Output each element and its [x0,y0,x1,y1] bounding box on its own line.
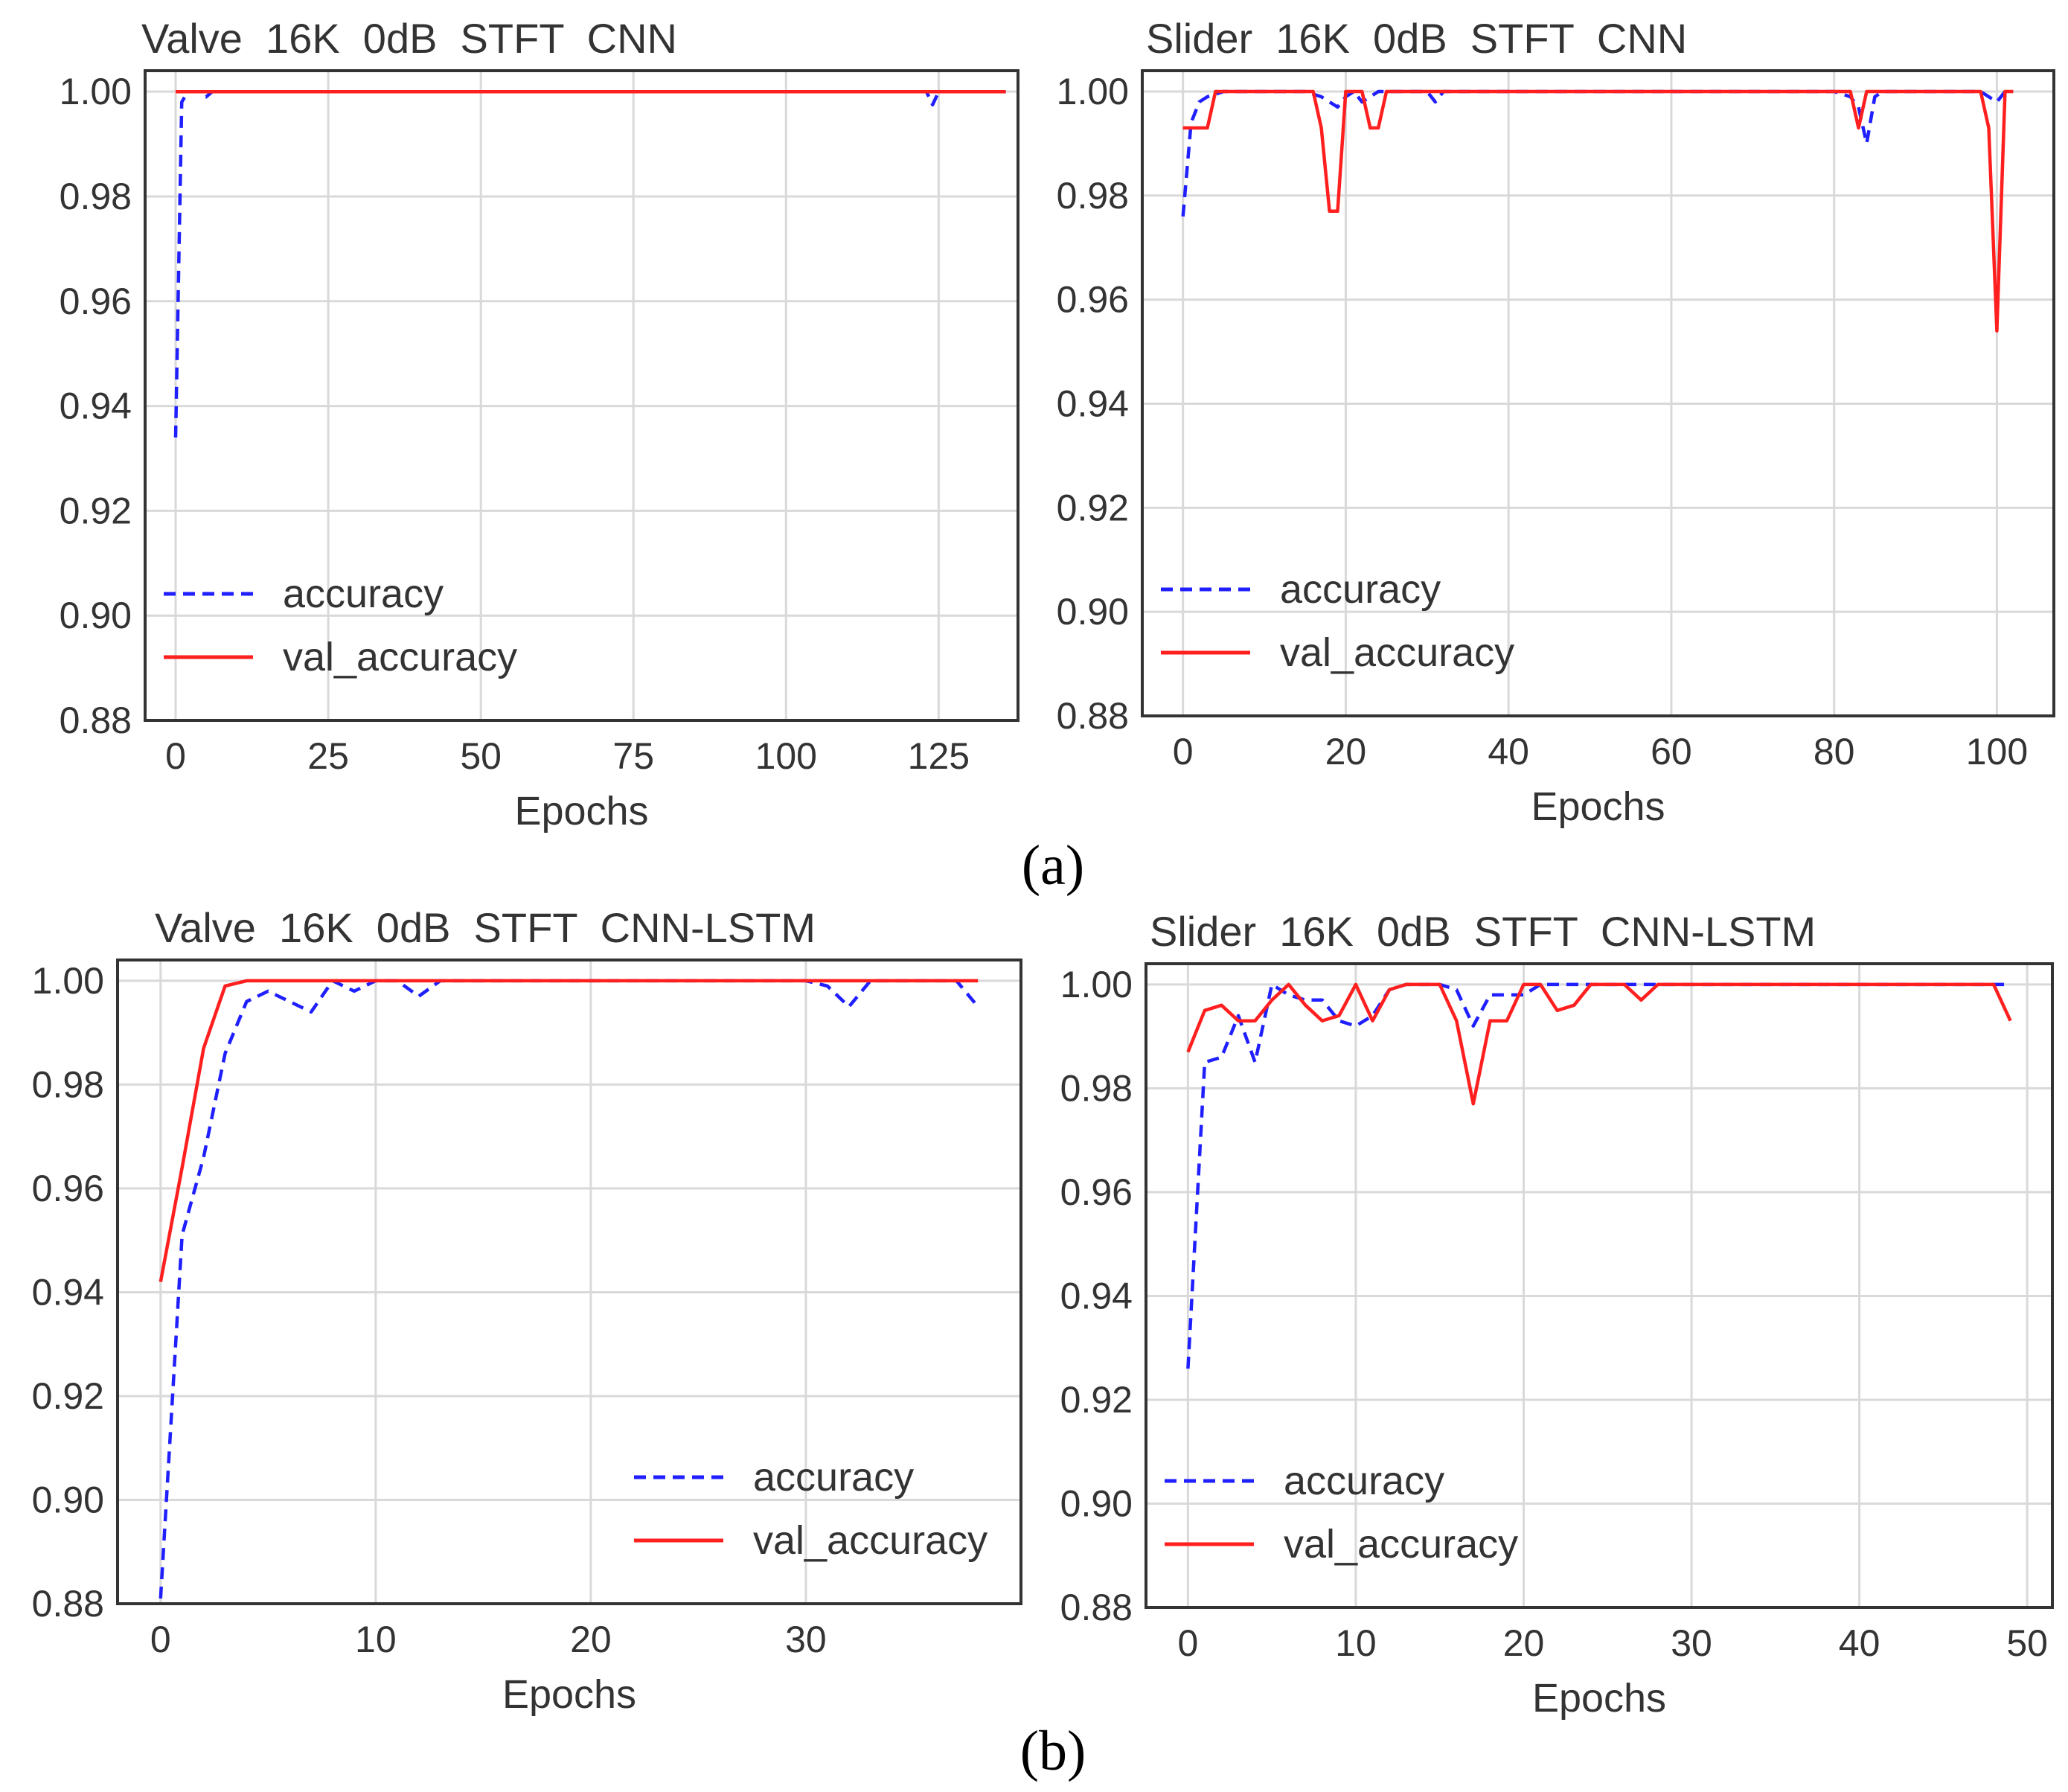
x-tick-label: 60 [1651,731,1692,772]
x-tick-label: 25 [307,735,349,777]
x-tick-label: 20 [1503,1622,1545,1664]
y-tick-label: 0.88 [1057,695,1129,737]
y-tick-label: 0.94 [1057,383,1129,424]
x-tick-label: 0 [1177,1622,1198,1664]
legend-label-accuracy: accuracy [1284,1459,1444,1503]
x-tick-label: 125 [908,735,970,777]
series-line-val-accuracy [1186,982,2012,1106]
y-tick-label: 0.98 [60,176,132,217]
y-tick-label: 0.90 [32,1479,104,1520]
y-tick-label: 0.90 [1060,1482,1133,1524]
chart-valve-cnn-lstm: 0.88 0.90 0.92 0.94 0.96 0.98 1.00 0 10 20 30 Valve… [32,904,1022,1717]
x-tick-label: 30 [785,1619,827,1660]
chart-valve-cnn: 0.88 0.90 0.92 0.94 0.96 0.98 1.00 0 25 50 75 100 12… [60,15,1019,833]
plot-frame [144,69,1019,722]
y-tick-label: 0.88 [1060,1587,1133,1628]
plot-frame [1141,69,2055,717]
x-tick-label: 75 [612,735,654,777]
x-tick-label: 0 [165,735,186,777]
series-line-accuracy [159,979,979,1599]
x-axis-label: Epochs [1531,784,1665,829]
x-tick-label: 40 [1488,731,1529,772]
x-tick-label: 50 [460,735,502,777]
y-tick-label: 0.96 [1057,279,1129,321]
y-tick-label: 0.98 [1060,1067,1133,1109]
y-tick-label: 0.92 [1057,487,1129,528]
y-tick-label: 0.98 [32,1063,104,1105]
panel-label-a: (a) [1021,834,1085,897]
legend-label-val-accuracy: val_accuracy [1284,1522,1518,1567]
x-tick-label: 10 [1335,1622,1377,1664]
x-tick-label: 20 [570,1619,612,1660]
y-tick-label: 0.92 [60,490,132,531]
series-line-accuracy [1186,982,2011,1369]
legend-label-val-accuracy: val_accuracy [1280,630,1514,675]
series-line-val-accuracy [159,979,979,1282]
chart-title: Slider 16K 0dB STFT CNN [1146,15,1687,62]
y-tick-label: 0.92 [32,1375,104,1417]
chart-title: Valve 16K 0dB STFT CNN [141,15,677,62]
chart-title: Slider 16K 0dB STFT CNN-LSTM [1150,908,1816,955]
y-tick-label: 0.92 [1060,1379,1133,1421]
plot-frame [116,959,1022,1605]
y-tick-label: 1.00 [1057,71,1129,112]
legend-label-val-accuracy: val_accuracy [753,1518,987,1563]
x-tick-label: 30 [1671,1622,1712,1664]
plot-frame [1145,962,2054,1609]
y-tick-label: 0.88 [60,700,132,741]
y-tick-label: 0.90 [60,595,132,636]
x-axis-label: Epochs [502,1672,636,1717]
y-tick-label: 0.96 [60,281,132,322]
y-tick-label: 1.00 [32,960,104,1002]
series-line-accuracy [173,89,1006,438]
x-tick-label: 50 [2006,1622,2048,1664]
x-axis-label: Epochs [514,789,648,833]
y-tick-label: 0.90 [1057,591,1129,633]
legend-label-val-accuracy: val_accuracy [283,635,517,679]
y-tick-label: 0.94 [32,1271,104,1313]
legend-label-accuracy: accuracy [283,572,444,616]
y-tick-label: 0.96 [1060,1171,1133,1213]
series-line-accuracy [1181,89,2014,217]
x-tick-label: 10 [355,1619,397,1660]
panel-label-b: (b) [1019,1720,1086,1782]
x-tick-label: 100 [1966,731,2028,772]
x-tick-label: 0 [150,1619,171,1660]
y-tick-label: 1.00 [1060,964,1133,1005]
y-tick-label: 1.00 [60,71,132,112]
x-tick-label: 0 [1173,731,1194,772]
y-tick-label: 0.96 [32,1168,104,1209]
chart-title: Valve 16K 0dB STFT CNN-LSTM [155,904,816,951]
chart-slider-cnn-lstm: 0.88 0.90 0.92 0.94 0.96 0.98 1.00 0 10 20 30 40 50 S… [1060,908,2054,1721]
x-tick-label: 20 [1325,731,1367,772]
chart-slider-cnn: 0.88 0.90 0.92 0.94 0.96 0.98 1.00 0 20 40 60 80 100… [1057,15,2055,829]
x-tick-label: 100 [755,735,817,777]
y-tick-label: 0.94 [1060,1275,1133,1316]
x-tick-label: 80 [1813,731,1855,772]
legend-label-accuracy: accuracy [1280,567,1441,612]
legend-label-accuracy: accuracy [753,1455,914,1500]
series-line-val-accuracy [1182,89,2014,333]
y-tick-label: 0.98 [1057,175,1129,217]
y-tick-label: 0.94 [60,385,132,427]
y-tick-label: 0.88 [32,1583,104,1625]
x-axis-label: Epochs [1532,1676,1666,1721]
x-tick-label: 40 [1839,1622,1880,1664]
